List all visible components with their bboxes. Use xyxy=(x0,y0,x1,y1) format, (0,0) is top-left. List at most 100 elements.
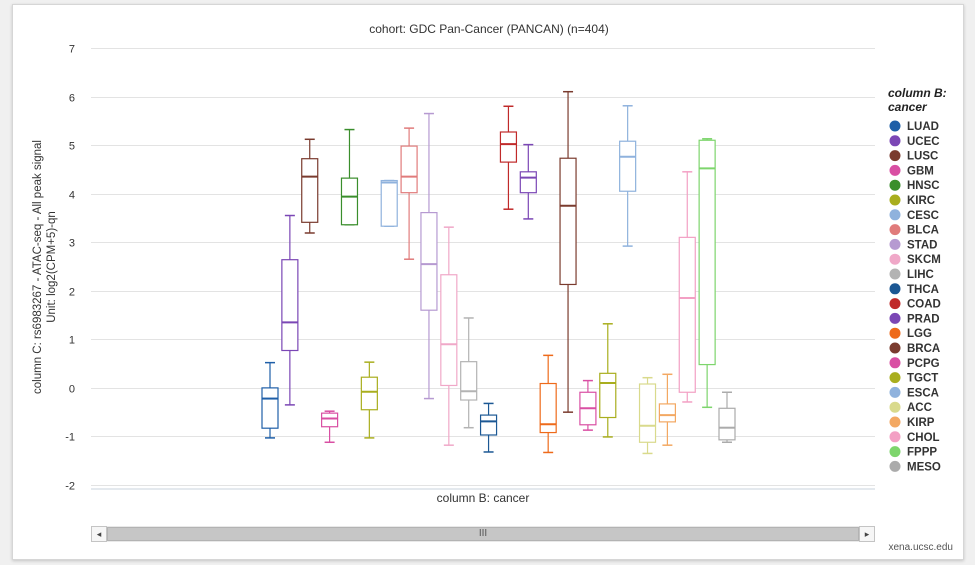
legend-marker xyxy=(889,327,901,339)
legend-label: MESO xyxy=(907,461,941,473)
legend-marker xyxy=(889,372,901,384)
legend-item-skcm[interactable]: SKCM xyxy=(889,253,941,267)
legend-label: ESCA xyxy=(907,387,939,399)
box-body xyxy=(678,236,696,393)
legend-marker xyxy=(889,386,901,398)
legend-marker xyxy=(889,416,901,428)
box-body xyxy=(559,157,577,286)
legend-item-blca[interactable]: BLCA xyxy=(889,224,939,237)
source-credit: xena.ucsc.edu xyxy=(888,542,954,553)
scroll-right-arrow-icon[interactable]: ▸ xyxy=(859,526,875,542)
legend-item-kirp[interactable]: KIRP xyxy=(889,416,935,430)
legend-item-lgg[interactable]: LGG xyxy=(889,327,932,341)
box-brca xyxy=(559,90,577,413)
legend-item-kirc[interactable]: KIRC xyxy=(889,194,936,208)
box-body xyxy=(380,179,398,227)
box-body xyxy=(400,145,418,194)
legend-label: FPPP xyxy=(907,447,937,459)
legend-item-thca[interactable]: THCA xyxy=(889,283,939,296)
box-luad xyxy=(261,361,279,439)
legend-marker xyxy=(889,401,901,413)
legend-item-meso[interactable]: MESO xyxy=(889,460,941,474)
box-kirc xyxy=(360,361,378,439)
y-tick-label: 0 xyxy=(69,384,75,396)
legend-label: HNSC xyxy=(907,180,940,192)
legend-label: LUSC xyxy=(907,151,938,163)
legend-item-prad[interactable]: PRAD xyxy=(889,312,940,326)
box-body xyxy=(698,139,716,366)
legend-label: CHOL xyxy=(907,432,940,444)
scroll-thumb[interactable]: III xyxy=(107,527,859,541)
legend-item-lihc[interactable]: LIHC xyxy=(889,268,934,282)
box-meso xyxy=(718,391,736,444)
chart-title: cohort: GDC Pan-Cancer (PANCAN) (n=404) xyxy=(369,22,609,36)
legend-item-brca[interactable]: BRCA xyxy=(889,342,941,356)
legend-marker xyxy=(889,446,901,458)
box-fppp xyxy=(698,138,716,409)
legend-item-fppp[interactable]: FPPP xyxy=(889,446,938,459)
box-pcpg xyxy=(579,379,597,431)
legend-label: KIRP xyxy=(907,417,935,429)
box-acc xyxy=(638,376,657,455)
legend-item-chol[interactable]: CHOL xyxy=(889,431,940,444)
legend-label: BRCA xyxy=(907,343,940,355)
legend-marker xyxy=(889,460,901,472)
scroll-left-arrow-icon[interactable]: ◂ xyxy=(91,526,107,542)
legend-label: THCA xyxy=(907,284,939,296)
y-tick-label: 6 xyxy=(69,93,75,105)
box-body xyxy=(301,158,319,223)
box-gbm xyxy=(321,410,339,444)
legend-marker xyxy=(889,357,901,369)
legend-marker xyxy=(889,342,901,354)
legend-item-pcpg[interactable]: PCPG xyxy=(889,357,940,370)
box-body xyxy=(658,403,676,423)
y-tick-label: 2 xyxy=(69,287,75,299)
legend-item-ucec[interactable]: UCEC xyxy=(889,135,940,148)
y-axis-title: column C: rs6983267 - ATAC-seq - All pea… xyxy=(32,140,58,394)
legend-item-stad[interactable]: STAD xyxy=(889,238,938,252)
box-blca xyxy=(400,127,418,260)
legend-item-tgct[interactable]: TGCT xyxy=(889,372,939,385)
y-tick-label: 7 xyxy=(69,44,75,56)
box-cesc xyxy=(380,179,398,227)
legend-item-acc[interactable]: ACC xyxy=(889,401,932,415)
legend-marker xyxy=(889,298,901,310)
y-axis-label: column C: rs6983267 - ATAC-seq - All pea… xyxy=(32,140,44,394)
legend-item-hnsc[interactable]: HNSC xyxy=(889,179,940,193)
legend-item-esca[interactable]: ESCA xyxy=(889,386,939,400)
legend-item-lusc[interactable]: LUSC xyxy=(889,150,939,163)
box-lgg xyxy=(539,354,557,454)
legend-label: PRAD xyxy=(907,313,940,325)
legend-item-luad[interactable]: LUAD xyxy=(889,120,939,134)
y-tick-label: -2 xyxy=(65,481,75,493)
box-body xyxy=(599,372,617,419)
legend-item-gbm[interactable]: GBM xyxy=(889,164,934,178)
legend-label: LGG xyxy=(907,328,932,340)
horizontal-scrollbar[interactable]: ◂ III ▸ xyxy=(91,526,875,542)
legend-marker xyxy=(889,164,901,176)
scroll-track[interactable]: III xyxy=(107,526,859,542)
legend-label: UCEC xyxy=(907,136,940,148)
legend-item-cesc[interactable]: CESC xyxy=(889,209,939,222)
legend-label: LIHC xyxy=(907,269,934,281)
box-lusc xyxy=(301,138,319,234)
legend-marker xyxy=(889,224,901,236)
box-thca xyxy=(479,402,498,453)
box-stad xyxy=(420,112,438,400)
box-lihc xyxy=(460,317,478,429)
legend-marker xyxy=(889,209,901,221)
box-body xyxy=(440,274,458,387)
y-axis-unit-label: Unit: log2(CPM+5)-qn xyxy=(46,211,58,323)
box-body xyxy=(281,259,299,352)
x-axis-title: column B: cancer xyxy=(437,491,530,505)
legend-item-coad[interactable]: COAD xyxy=(889,298,941,311)
legend-title-line-2: cancer xyxy=(888,100,928,114)
y-tick-label: 1 xyxy=(69,335,75,347)
legend-label: GBM xyxy=(907,165,934,177)
box-plot-chart: cohort: GDC Pan-Cancer (PANCAN) (n=404) … xyxy=(32,22,947,505)
box-ucec xyxy=(281,214,299,406)
box-body xyxy=(340,177,359,226)
legend-label: SKCM xyxy=(907,254,941,266)
legend-marker xyxy=(889,268,901,280)
box-body xyxy=(499,131,518,163)
